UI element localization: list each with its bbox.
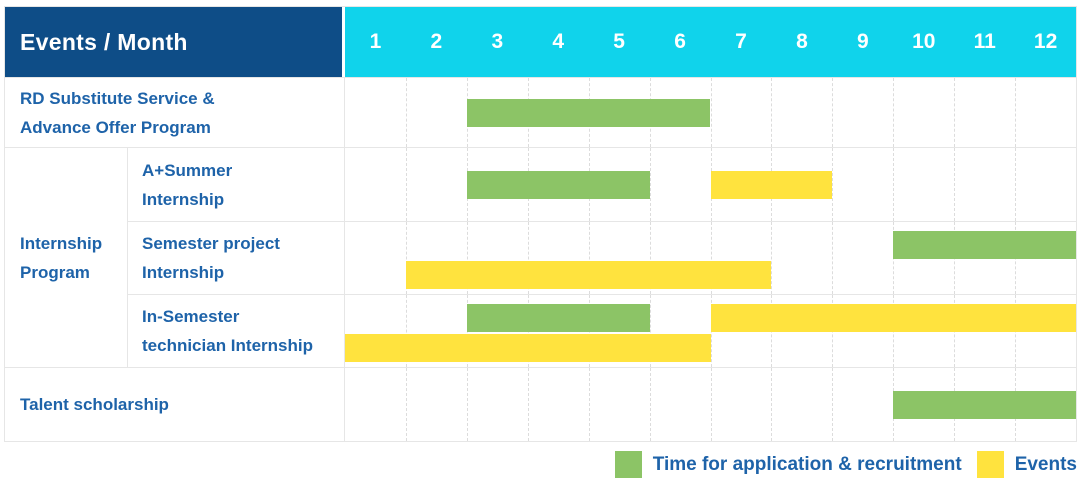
row-label-a-summer-internship: A+Summer Internship [128, 148, 345, 221]
month-gridline [893, 148, 895, 221]
gantt-track-rd-substitute [345, 78, 1076, 147]
month-gridline [466, 222, 468, 294]
month-gridline [710, 78, 712, 147]
row-talent-scholarship: Talent scholarship [5, 367, 1076, 441]
month-header-cell: 4 [552, 30, 565, 53]
month-header-strip: 1 2 3 4 5 6 7 8 9 10 11 12 [345, 7, 1076, 77]
month-gridline [832, 78, 834, 147]
month-gridline [405, 295, 407, 367]
month-gridline [771, 78, 773, 147]
row-in-semester-technician-internship: In-Semester technician Internship [128, 294, 1076, 367]
row-rd-substitute: RD Substitute Service & Advance Offer Pr… [5, 77, 1076, 147]
month-gridline [649, 295, 651, 367]
legend-item-application: Time for application & recruitment [614, 451, 962, 478]
month-header-cell: 6 [674, 30, 686, 53]
month-gridline [649, 368, 651, 441]
row-group-internship-program: Internship Program A+Summer Internship S… [5, 147, 1076, 367]
legend: Time for application & recruitment Event… [614, 451, 1077, 478]
gantt-bar-application [893, 390, 1076, 419]
legend-swatch-events [976, 451, 1004, 478]
header-events-month-cell: Events / Month [5, 7, 345, 77]
month-header-cell: 2 [430, 30, 443, 53]
gantt-bar-events [405, 261, 772, 289]
month-gridline [405, 368, 407, 441]
gantt-table: Events / Month 1 2 3 4 5 6 7 8 9 10 11 1… [4, 6, 1077, 442]
gantt-track-semester-project-internship [345, 222, 1076, 294]
month-gridline [710, 222, 712, 294]
gantt-bar-application [466, 170, 650, 199]
gantt-bar-application [466, 98, 711, 127]
month-gridline [954, 148, 956, 221]
month-gridline [588, 222, 590, 294]
month-gridline [588, 368, 590, 441]
internship-program-subrows: A+Summer Internship Semester project Int… [128, 148, 1076, 367]
month-gridline [649, 148, 651, 221]
row-label-talent-scholarship: Talent scholarship [5, 368, 345, 441]
month-gridline [771, 368, 773, 441]
month-header-cell: 9 [856, 30, 869, 53]
legend-swatch-application [614, 451, 642, 478]
gantt-bar-application [466, 304, 650, 332]
month-header-cell: 10 [912, 30, 936, 53]
month-header-cell: 12 [1033, 30, 1058, 53]
month-gridline [1015, 78, 1017, 147]
month-header-cell: 1 [369, 30, 382, 53]
month-gridline [710, 368, 712, 441]
month-gridline [832, 368, 834, 441]
month-gridline [405, 222, 407, 294]
month-gridline [893, 78, 895, 147]
month-header-cell: 5 [613, 30, 625, 53]
month-header-cell: 11 [973, 30, 996, 53]
gantt-track-a-summer-internship [345, 148, 1076, 221]
month-gridline [832, 148, 834, 221]
table-body: RD Substitute Service & Advance Offer Pr… [5, 77, 1076, 441]
month-gridline [466, 368, 468, 441]
row-label-in-semester-technician-internship: In-Semester technician Internship [128, 295, 345, 367]
month-gridline [1015, 148, 1017, 221]
month-gridline [954, 78, 956, 147]
gantt-bar-events [345, 334, 711, 362]
month-header-cell: 3 [491, 30, 504, 53]
month-header-cell: 8 [796, 30, 808, 53]
gantt-track-talent-scholarship [345, 368, 1076, 441]
row-a-summer-internship: A+Summer Internship [128, 148, 1076, 221]
month-gridline [649, 222, 651, 294]
row-label-rd-substitute: RD Substitute Service & Advance Offer Pr… [5, 78, 345, 147]
legend-label-application: Time for application & recruitment [652, 453, 962, 475]
row-semester-project-internship: Semester project Internship [128, 221, 1076, 294]
gantt-track-in-semester-technician-internship [345, 295, 1076, 367]
row-label-semester-project-internship: Semester project Internship [128, 222, 345, 294]
gantt-bar-events [710, 304, 1076, 332]
legend-label-events: Events [1014, 453, 1077, 475]
month-header-cell: 7 [735, 30, 747, 53]
month-gridline [527, 222, 529, 294]
month-gridline [832, 222, 834, 294]
month-gridline [405, 148, 407, 221]
gantt-bar-events [710, 170, 833, 199]
legend-item-events: Events [976, 451, 1077, 478]
table-header-row: Events / Month 1 2 3 4 5 6 7 8 9 10 11 1… [5, 7, 1076, 77]
month-gridline [527, 368, 529, 441]
group-label-internship-program: Internship Program [5, 148, 128, 367]
month-gridline [405, 78, 407, 147]
gantt-bar-application [893, 231, 1076, 259]
month-gridline [771, 222, 773, 294]
